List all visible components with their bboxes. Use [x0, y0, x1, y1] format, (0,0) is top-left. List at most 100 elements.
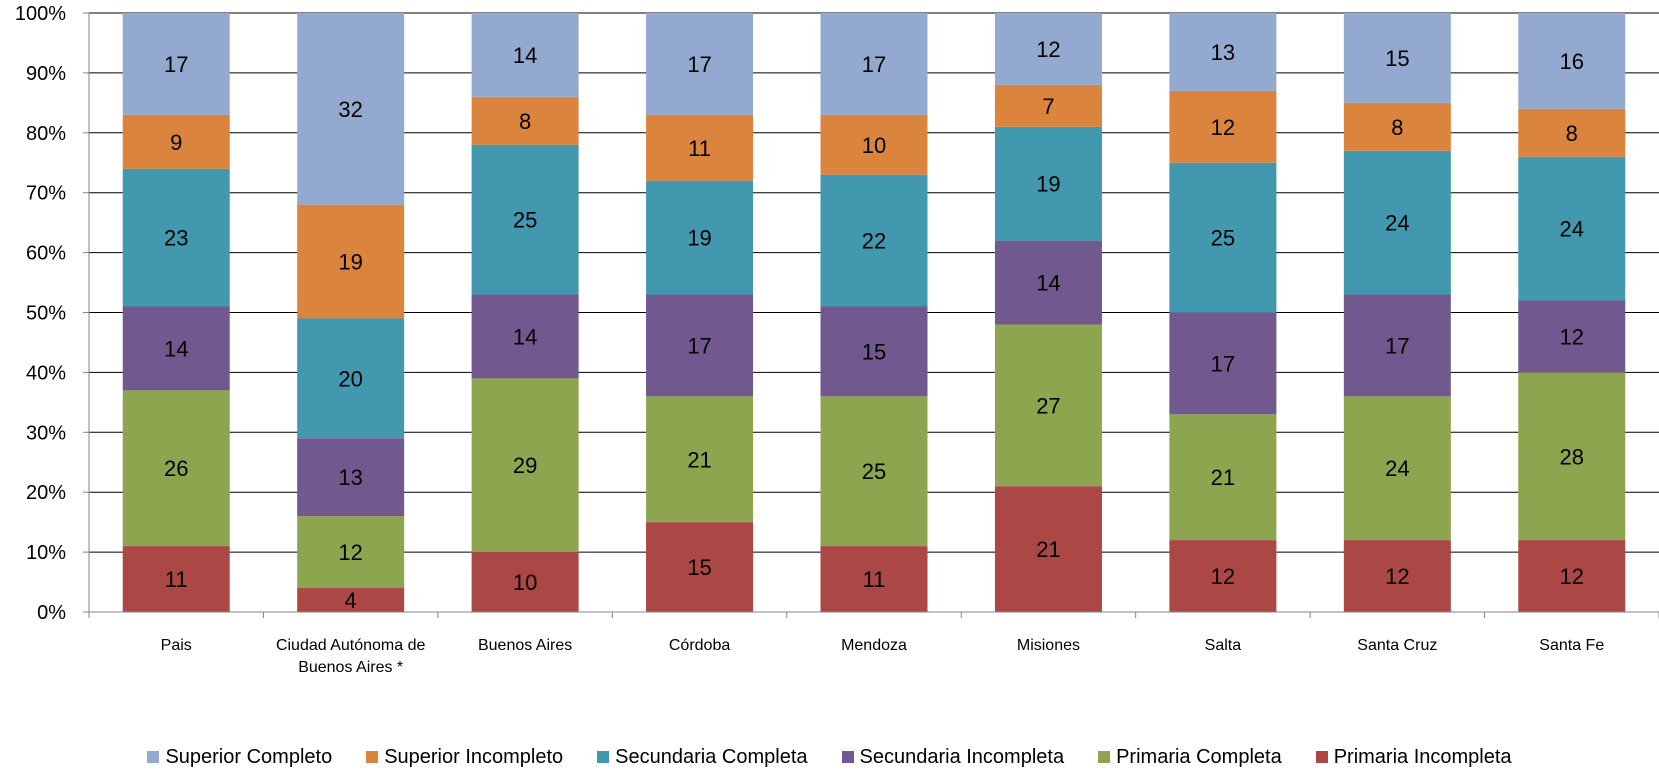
x-tick-label: Salta: [1205, 637, 1242, 654]
data-label: 20: [338, 366, 362, 391]
bar-segment: [297, 13, 405, 205]
bar-segment: [122, 306, 230, 391]
bar-segment: [122, 390, 230, 547]
bar-segment: [297, 204, 405, 319]
data-label: 14: [164, 336, 188, 361]
bar-segment: [820, 306, 928, 397]
bar-segment: [646, 13, 754, 115]
bar-segment: [297, 516, 405, 589]
bar-segment: [297, 318, 405, 439]
y-tick-label: 20%: [26, 482, 66, 504]
bar-segment: [122, 546, 230, 612]
data-label: 14: [1036, 271, 1060, 296]
data-label: 4: [345, 588, 357, 613]
bar-segment: [1343, 102, 1451, 151]
legend-swatch: [841, 751, 854, 763]
data-label: 14: [513, 43, 537, 68]
data-label: 24: [1385, 456, 1409, 481]
bar-segment: [994, 13, 1102, 85]
bar-segment: [471, 378, 579, 553]
chart-legend: Superior Completo Superior Incompleto Secu…: [0, 744, 1659, 770]
data-label: 8: [1391, 115, 1403, 140]
legend-swatch: [597, 751, 610, 763]
data-label: 19: [1036, 172, 1060, 197]
data-label: 25: [513, 208, 537, 233]
bar-segment: [471, 13, 579, 97]
data-label: 10: [513, 570, 537, 595]
data-label: 17: [1211, 351, 1235, 376]
legend-label: Secundaria Incompleta: [859, 745, 1065, 768]
bar-segment: [820, 13, 928, 115]
data-label: 11: [165, 567, 188, 592]
data-label: 11: [863, 567, 886, 592]
legend-item: Secundaria Completa: [597, 746, 808, 769]
bar-segment: [122, 114, 230, 169]
bar-segment: [994, 126, 1102, 241]
bar-segment: [1518, 372, 1626, 541]
bar-segment: [1518, 300, 1626, 373]
legend-item: Superior Incompleto: [366, 746, 563, 769]
y-tick-label: 30%: [26, 422, 66, 444]
data-label: 16: [1560, 49, 1584, 74]
legend-swatch: [147, 751, 160, 763]
legend-swatch: [1315, 751, 1328, 763]
data-label: 19: [687, 226, 711, 251]
bar-segment: [1518, 13, 1626, 109]
data-label: 24: [1560, 217, 1584, 242]
data-label: 23: [164, 226, 188, 251]
bar-segment: [1343, 13, 1451, 103]
data-label: 13: [1211, 40, 1235, 65]
data-label: 24: [1385, 211, 1409, 236]
bar-segment: [1518, 108, 1626, 157]
x-tick-label: Santa Cruz: [1357, 637, 1437, 654]
data-label: 17: [164, 52, 188, 77]
bar-segment: [471, 294, 579, 379]
x-tick-label: Córdoba: [669, 637, 730, 654]
data-label: 12: [338, 540, 362, 565]
data-label: 21: [1036, 537, 1060, 562]
y-tick-label: 80%: [26, 123, 66, 145]
bar-segment: [646, 522, 754, 612]
x-tick-label: Mendoza: [841, 637, 907, 654]
legend-swatch: [1098, 751, 1111, 763]
bar-segment: [1169, 414, 1277, 541]
y-tick-label: 50%: [26, 303, 66, 325]
bar-segment: [994, 324, 1102, 487]
bar-segment: [122, 168, 230, 307]
bar-segment: [1169, 13, 1277, 91]
x-tick-label: Pais: [161, 637, 192, 654]
data-label: 28: [1560, 444, 1584, 469]
bar-segment: [994, 486, 1102, 612]
data-label: 25: [1211, 226, 1235, 251]
legend-label: Primaria Incompleta: [1333, 745, 1512, 768]
x-tick-label: Buenos Aires *: [298, 659, 403, 676]
bar-segment: [646, 396, 754, 523]
bar-segment: [646, 180, 754, 295]
bar-segment: [994, 84, 1102, 127]
bar-segment: [1518, 156, 1626, 301]
bar-segment: [297, 588, 405, 612]
data-label: 17: [687, 333, 711, 358]
data-label: 13: [338, 465, 362, 490]
y-tick-label: 70%: [26, 183, 66, 205]
bar-segment: [1169, 540, 1277, 612]
data-label: 22: [862, 229, 886, 254]
data-label: 15: [862, 339, 886, 364]
bar-segment: [122, 13, 230, 115]
data-label: 19: [338, 250, 362, 275]
bar-segment: [471, 96, 579, 145]
data-label: 21: [687, 447, 711, 472]
data-label: 7: [1042, 94, 1054, 119]
data-label: 15: [1385, 46, 1409, 71]
legend-label: Superior Completo: [165, 745, 333, 768]
legend-item: Superior Completo: [147, 746, 332, 769]
legend-swatch: [366, 751, 379, 763]
data-label: 15: [687, 555, 711, 580]
bar-segment: [1169, 162, 1277, 313]
data-label: 10: [862, 133, 886, 158]
data-label: 27: [1036, 393, 1060, 418]
legend-item: Secundaria Incompleta: [841, 745, 1065, 769]
x-tick-label: Ciudad Autónoma de: [276, 637, 426, 654]
x-tick-label: Santa Fe: [1539, 637, 1604, 654]
y-tick-label: 100%: [15, 3, 66, 25]
